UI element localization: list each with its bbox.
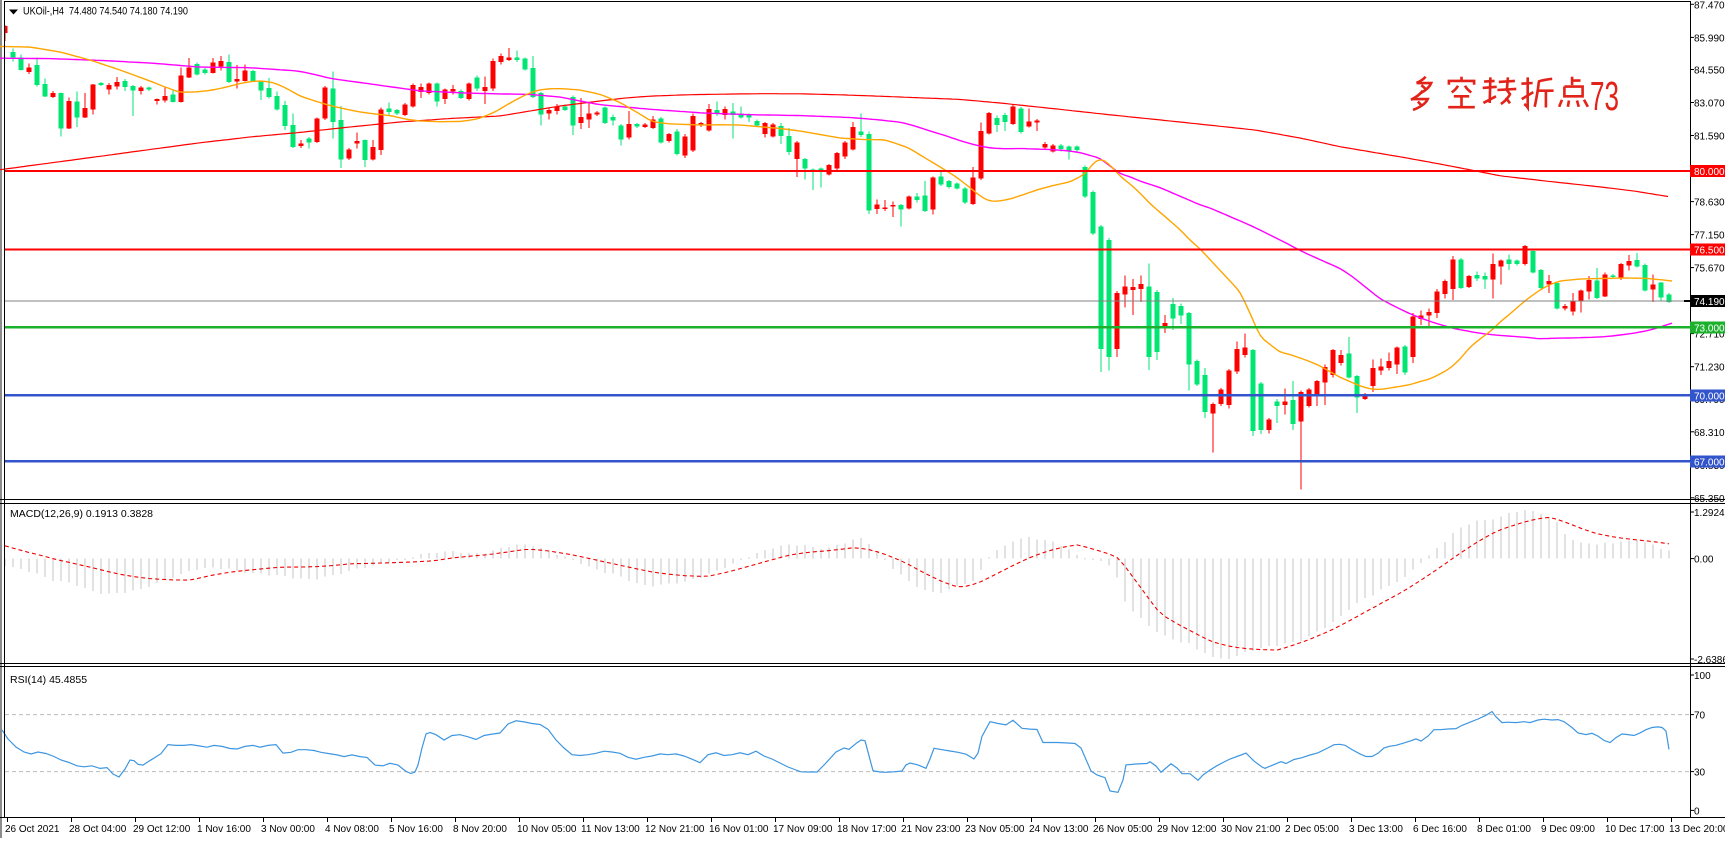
svg-text:0.00: 0.00 <box>1694 555 1714 566</box>
svg-text:72.710: 72.710 <box>1694 330 1725 341</box>
svg-text:10 Nov 05:00: 10 Nov 05:00 <box>517 824 577 835</box>
svg-text:80.000: 80.000 <box>1694 167 1725 178</box>
svg-text:81.590: 81.590 <box>1694 132 1725 143</box>
svg-text:85.990: 85.990 <box>1694 33 1725 44</box>
svg-text:RSI(14) 45.4855: RSI(14) 45.4855 <box>10 674 87 686</box>
svg-text:4 Nov 08:00: 4 Nov 08:00 <box>325 824 379 835</box>
svg-text:5 Nov 16:00: 5 Nov 16:00 <box>389 824 443 835</box>
svg-text:11 Nov 13:00: 11 Nov 13:00 <box>581 824 640 835</box>
svg-text:26 Oct 2021: 26 Oct 2021 <box>5 824 60 835</box>
svg-text:83.070: 83.070 <box>1694 99 1725 110</box>
svg-text:30: 30 <box>1694 768 1706 779</box>
svg-text:8 Nov 20:00: 8 Nov 20:00 <box>453 824 507 835</box>
svg-text:70: 70 <box>1694 711 1706 722</box>
svg-text:28 Oct 04:00: 28 Oct 04:00 <box>69 824 127 835</box>
svg-text:68.310: 68.310 <box>1694 428 1725 439</box>
svg-text:67.000: 67.000 <box>1694 458 1725 469</box>
svg-text:29 Oct 12:00: 29 Oct 12:00 <box>133 824 191 835</box>
svg-text:29 Nov 12:00: 29 Nov 12:00 <box>1157 824 1217 835</box>
svg-text:24 Nov 13:00: 24 Nov 13:00 <box>1029 824 1089 835</box>
svg-text:3 Nov 00:00: 3 Nov 00:00 <box>261 824 315 835</box>
svg-text:3 Dec 13:00: 3 Dec 13:00 <box>1349 824 1403 835</box>
svg-text:-2.6386: -2.6386 <box>1694 655 1725 666</box>
svg-text:6 Dec 16:00: 6 Dec 16:00 <box>1413 824 1467 835</box>
svg-text:30 Nov 21:00: 30 Nov 21:00 <box>1221 824 1281 835</box>
svg-text:77.150: 77.150 <box>1694 231 1725 242</box>
svg-text:74.190: 74.190 <box>1694 297 1725 308</box>
svg-text:10 Dec 17:00: 10 Dec 17:00 <box>1605 824 1665 835</box>
svg-text:73: 73 <box>1590 73 1619 119</box>
svg-text:12 Nov 21:00: 12 Nov 21:00 <box>645 824 705 835</box>
svg-text:UKOil-,H4 74.480 74.540 74.18: UKOil-,H4 74.480 74.540 74.180 74.190 <box>23 6 188 18</box>
svg-text:26 Nov 05:00: 26 Nov 05:00 <box>1093 824 1153 835</box>
svg-text:18 Nov 17:00: 18 Nov 17:00 <box>837 824 897 835</box>
svg-text:73.000: 73.000 <box>1694 323 1725 334</box>
svg-text:70.000: 70.000 <box>1694 392 1725 403</box>
svg-text:76.500: 76.500 <box>1694 246 1725 257</box>
svg-text:17 Nov 09:00: 17 Nov 09:00 <box>773 824 833 835</box>
svg-text:16 Nov 01:00: 16 Nov 01:00 <box>709 824 769 835</box>
svg-text:23 Nov 05:00: 23 Nov 05:00 <box>965 824 1025 835</box>
svg-text:2 Dec 05:00: 2 Dec 05:00 <box>1285 824 1339 835</box>
svg-text:21 Nov 23:00: 21 Nov 23:00 <box>901 824 961 835</box>
svg-text:100: 100 <box>1694 671 1711 682</box>
svg-text:65.350: 65.350 <box>1694 494 1725 505</box>
svg-text:8 Dec 01:00: 8 Dec 01:00 <box>1477 824 1531 835</box>
svg-text:1.2924: 1.2924 <box>1694 508 1725 519</box>
svg-text:71.230: 71.230 <box>1694 363 1725 374</box>
svg-text:84.550: 84.550 <box>1694 66 1725 77</box>
svg-text:87.470: 87.470 <box>1694 0 1725 11</box>
svg-text:9 Dec 09:00: 9 Dec 09:00 <box>1541 824 1595 835</box>
svg-text:78.630: 78.630 <box>1694 198 1725 209</box>
svg-text:0: 0 <box>1694 806 1700 817</box>
svg-text:1 Nov 16:00: 1 Nov 16:00 <box>197 824 251 835</box>
svg-text:MACD(12,26,9) 0.1913 0.3828: MACD(12,26,9) 0.1913 0.3828 <box>10 508 153 520</box>
svg-text:13 Dec 20:00: 13 Dec 20:00 <box>1669 824 1725 835</box>
svg-text:75.670: 75.670 <box>1694 264 1725 275</box>
